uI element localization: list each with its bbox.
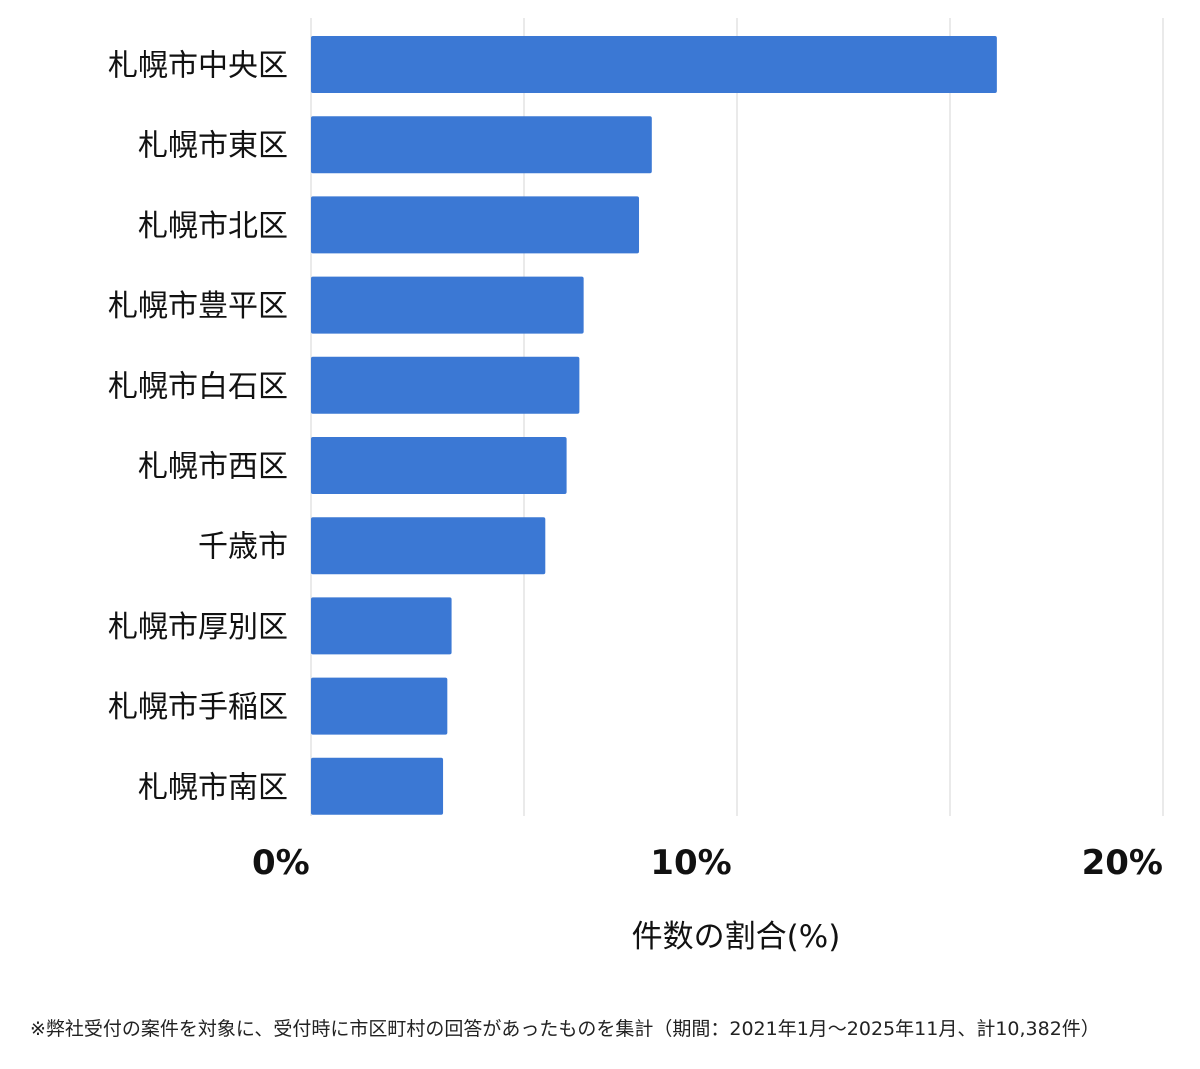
bars bbox=[311, 36, 997, 815]
category-label-2: 札幌市北区 bbox=[138, 209, 288, 244]
x-tick-label-0: 0% bbox=[252, 843, 310, 883]
bar-0 bbox=[311, 36, 997, 93]
bar-8 bbox=[311, 677, 448, 735]
x-axis-title: 件数の割合(%) bbox=[632, 919, 841, 955]
x-tick-label-1: 10% bbox=[650, 843, 731, 883]
bar-1 bbox=[311, 116, 652, 174]
category-label-3: 札幌市豊平区 bbox=[108, 289, 288, 324]
category-label-0: 札幌市中央区 bbox=[108, 49, 288, 84]
bar-7 bbox=[311, 597, 452, 655]
category-label-8: 札幌市手稲区 bbox=[108, 690, 288, 725]
x-tick-labels: 0% 10% 20% bbox=[252, 843, 1163, 883]
bar-4 bbox=[311, 356, 580, 414]
category-label-4: 札幌市白石区 bbox=[108, 369, 288, 404]
category-label-1: 札幌市東区 bbox=[138, 129, 288, 164]
bar-chart: 札幌市中央区札幌市東区札幌市北区札幌市豊平区札幌市白石区札幌市西区千歳市札幌市厚… bbox=[108, 18, 1164, 955]
bar-3 bbox=[311, 276, 584, 334]
bar-5 bbox=[311, 437, 567, 494]
bar-2 bbox=[311, 196, 640, 254]
bar-9 bbox=[311, 757, 444, 815]
category-labels: 札幌市中央区札幌市東区札幌市北区札幌市豊平区札幌市白石区札幌市西区千歳市札幌市厚… bbox=[108, 49, 288, 806]
category-label-6: 千歳市 bbox=[198, 530, 288, 565]
category-label-9: 札幌市南区 bbox=[138, 770, 288, 805]
category-label-7: 札幌市厚別区 bbox=[108, 610, 288, 645]
category-label-5: 札幌市西区 bbox=[138, 450, 288, 485]
x-tick-label-2: 20% bbox=[1082, 843, 1163, 883]
footnote: ※弊社受付の案件を対象に、受付時に市区町村の回答があったものを集計（期間：202… bbox=[30, 1018, 1100, 1040]
bar-6 bbox=[311, 517, 546, 575]
